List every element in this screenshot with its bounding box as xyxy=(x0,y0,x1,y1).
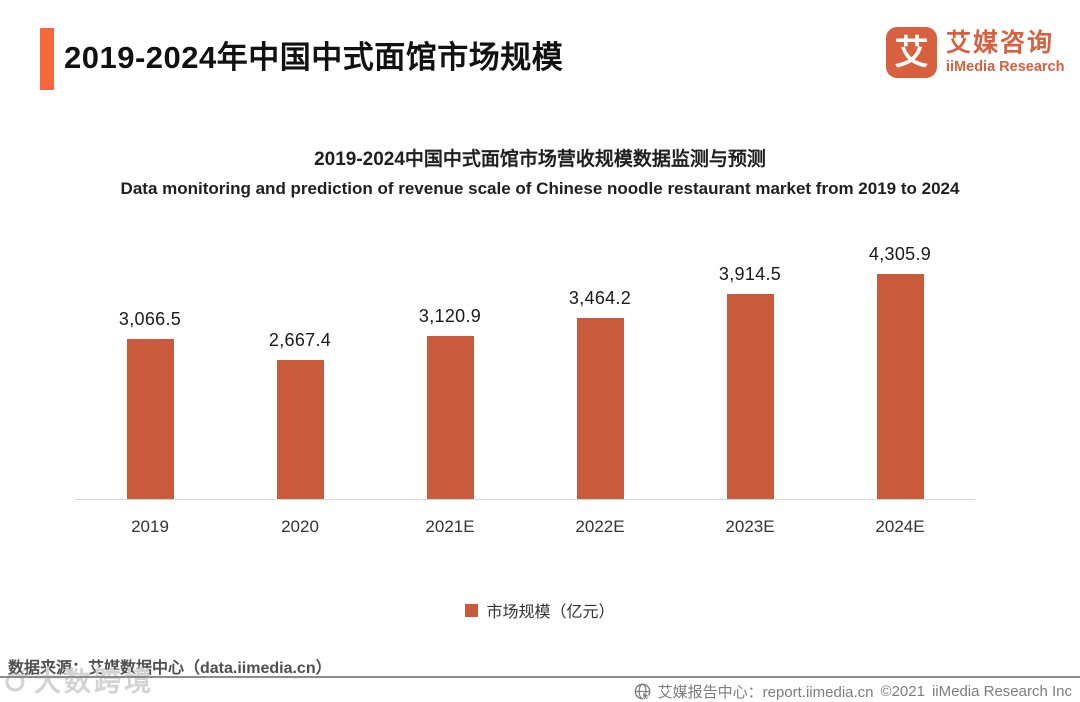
copyright: ©2021 xyxy=(880,683,925,700)
data-source-note: 数据来源：艾媒数据中心（data.iimedia.cn） xyxy=(8,660,332,677)
bar xyxy=(126,339,174,499)
bar xyxy=(576,318,624,499)
bar-group: 2,667.4 xyxy=(225,230,375,499)
bar-value-label: 3,120.9 xyxy=(418,306,482,326)
chart-title: 2019-2024中国中式面馆市场营收规模数据监测与预测 xyxy=(314,149,766,170)
report-center-link: 艾媒报告中心：report.iimedia.cn xyxy=(657,684,874,701)
company-name: iiMedia Research Inc xyxy=(931,683,1072,700)
bar-group: 3,464.2 xyxy=(525,230,675,499)
bar-value-label: 3,066.5 xyxy=(118,309,182,329)
iimedia-logo: 艾 艾媒咨询 iiMedia Research xyxy=(886,27,1064,78)
bar-value-label: 4,305.9 xyxy=(868,244,932,264)
bar-group: 3,120.9 xyxy=(375,230,525,499)
x-axis-label: 2019 xyxy=(131,517,169,536)
iimedia-logo-text: 艾媒咨询 iiMedia Research xyxy=(946,27,1064,76)
x-axis-label: 2024E xyxy=(875,517,925,536)
bar xyxy=(876,274,924,499)
bar xyxy=(726,294,774,499)
legend-swatch xyxy=(465,603,479,617)
x-axis-label: 2021E xyxy=(425,517,475,536)
bar xyxy=(276,360,324,499)
page-title: 2019-2024年中国中式面馆市场规模 xyxy=(64,40,564,75)
bar xyxy=(426,336,474,499)
x-axis-label: 2022E xyxy=(575,517,625,536)
chart-subtitle: Data monitoring and prediction of revenu… xyxy=(120,179,960,198)
globe-icon xyxy=(634,683,651,700)
logo-name-en: iiMedia Research xyxy=(946,58,1065,75)
bar-value-label: 3,464.2 xyxy=(568,288,632,308)
iimedia-logo-icon: 艾 xyxy=(886,27,937,78)
bar-value-label: 2,667.4 xyxy=(268,330,332,350)
footer-info: 艾媒报告中心：report.iimedia.cn ©2021 iiMedia R… xyxy=(634,681,1072,702)
chart-legend: 市场规模（亿元） xyxy=(0,598,1080,622)
legend-label: 市场规模（亿元） xyxy=(486,604,615,621)
bar-value-label: 3,914.5 xyxy=(718,264,782,284)
title-accent-bar xyxy=(40,28,54,90)
x-axis-label: 2020 xyxy=(281,517,319,536)
logo-name-cn: 艾媒咨询 xyxy=(946,29,1055,57)
footer-divider xyxy=(0,676,1080,678)
x-axis-labels: 2019 2020 2021E 2022E 2023E 2024E xyxy=(75,517,975,537)
bar-chart-plot: 3,066.5 2,667.4 3,120.9 3,464.2 3,914.5 4,305… xyxy=(75,230,975,500)
bar-group: 3,914.5 xyxy=(675,230,825,499)
bar-group: 4,305.9 xyxy=(825,230,975,499)
x-axis-label: 2023E xyxy=(725,517,775,536)
bar-group: 3,066.5 xyxy=(75,230,225,499)
